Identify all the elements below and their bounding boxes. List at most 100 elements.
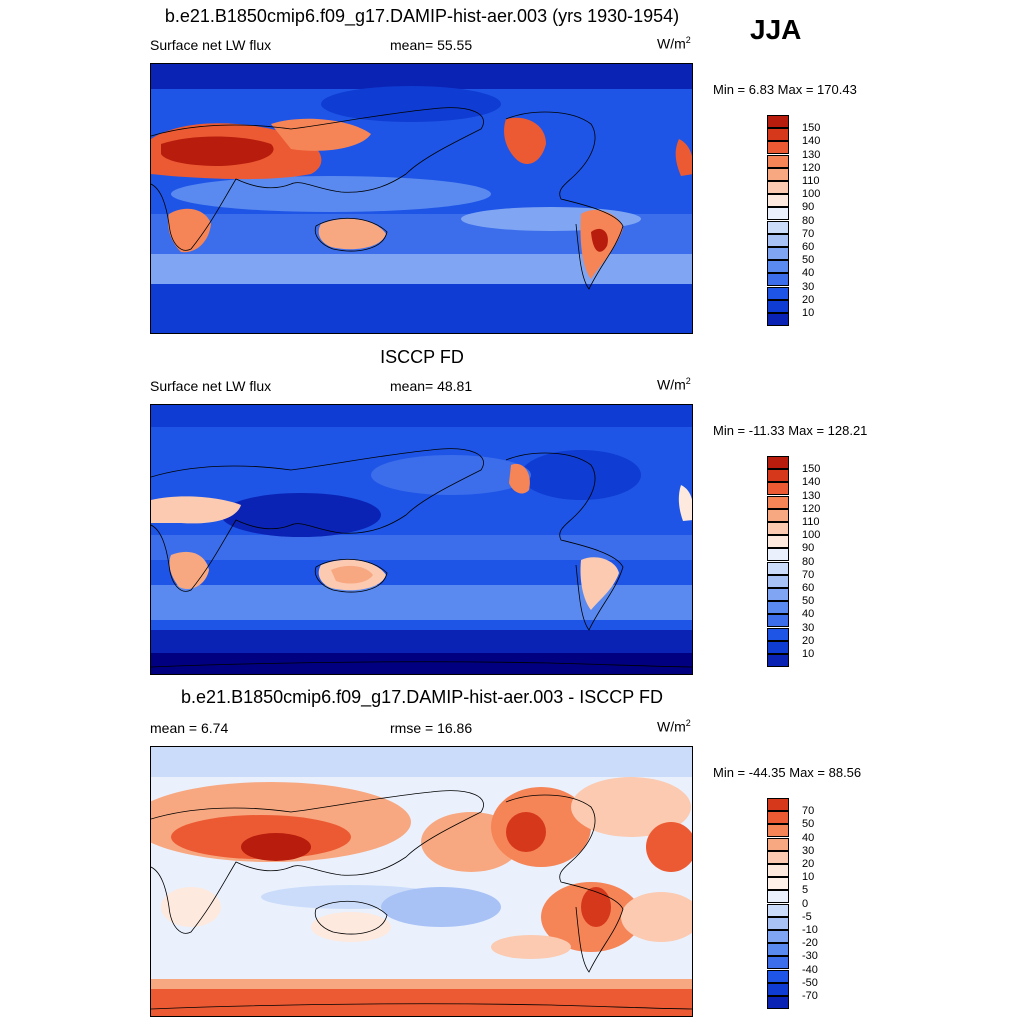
colorbar-swatch — [767, 574, 789, 588]
colorbar-swatch — [767, 956, 789, 970]
colorbar-label: 30 — [802, 844, 815, 857]
colorbar-label: 60 — [802, 582, 815, 594]
panel1-minmax: Min = 6.83 Max = 170.43 — [713, 82, 857, 97]
colorbar-swatch — [767, 535, 789, 549]
colorbar-label: 140 — [802, 135, 821, 148]
colorbar-label: 120 — [802, 161, 821, 174]
colorbar-swatch — [767, 508, 789, 522]
colorbar-label: 40 — [802, 267, 815, 280]
colorbar-swatch — [767, 996, 789, 1009]
colorbar-swatch — [767, 890, 789, 904]
colorbar-label: 80 — [802, 214, 815, 227]
colorbar-swatch — [767, 877, 789, 891]
colorbar-label: -5 — [802, 910, 812, 923]
colorbar-label: 100 — [802, 188, 821, 201]
colorbar-swatch — [767, 930, 789, 943]
colorbar-label: 10 — [802, 871, 815, 884]
colorbar-label: 90 — [802, 201, 815, 214]
panel3-mean-label: mean = 6.74 — [150, 720, 229, 736]
colorbar-label: 110 — [802, 175, 820, 187]
panel1-variable-label: Surface net LW flux — [150, 37, 272, 53]
colorbar-label: 150 — [802, 122, 821, 135]
colorbar-swatch — [767, 614, 789, 628]
colorbar-swatch — [767, 654, 789, 667]
colorbar-swatch — [767, 982, 789, 996]
colorbar-label: 140 — [802, 476, 821, 489]
panel1-title: b.e21.B1850cmip6.f09_g17.DAMIP-hist-aer.… — [164, 6, 680, 26]
colorbar-label: 70 — [802, 568, 815, 581]
colorbar-swatch — [767, 561, 789, 575]
panel3-map — [150, 746, 693, 1017]
colorbar-label: 130 — [802, 148, 821, 161]
colorbar-label: -50 — [802, 976, 818, 989]
colorbar-label: 60 — [802, 241, 815, 253]
colorbar-label: -70 — [802, 990, 818, 1002]
colorbar-swatch — [767, 115, 789, 128]
panel1-units: W/m2 — [657, 35, 691, 52]
colorbar-swatch — [767, 220, 789, 234]
colorbar-swatch — [767, 273, 789, 287]
panel3-minmax: Min = -44.35 Max = 88.56 — [713, 765, 862, 780]
colorbar-label: 70 — [802, 227, 815, 240]
colorbar-swatch — [767, 128, 789, 142]
colorbar-label: 90 — [802, 542, 815, 555]
colorbar-swatch — [767, 167, 789, 181]
colorbar-label: 30 — [802, 621, 815, 634]
colorbar-label: 40 — [802, 831, 815, 844]
colorbar-swatch — [767, 141, 789, 155]
colorbar-label: 30 — [802, 280, 815, 293]
colorbar-label: 130 — [802, 489, 821, 502]
panel3-title: b.e21.B1850cmip6.f09_g17.DAMIP-hist-aer.… — [181, 687, 663, 707]
colorbar-label: -30 — [802, 950, 818, 963]
colorbar-swatch — [767, 824, 789, 838]
colorbar-swatch — [767, 916, 789, 930]
colorbar-swatch — [767, 627, 789, 641]
colorbar-label: -40 — [802, 963, 818, 976]
panel2-variable-label: Surface net LW flux — [150, 378, 272, 394]
colorbar-label: 70 — [802, 805, 815, 818]
colorbar-swatch — [767, 811, 789, 825]
panel3-units: W/m2 — [657, 718, 691, 735]
colorbar-swatch — [767, 864, 789, 877]
colorbar-label: 110 — [802, 516, 820, 528]
colorbar-swatch — [767, 943, 789, 957]
colorbar-label: 40 — [802, 608, 815, 621]
colorbar-swatch — [767, 482, 789, 496]
colorbar-swatch — [767, 903, 789, 917]
colorbar-label: 80 — [802, 555, 815, 568]
colorbar-swatch — [767, 194, 789, 208]
colorbar-label: 50 — [802, 818, 815, 831]
colorbar-swatch — [767, 850, 789, 864]
colorbar-swatch — [767, 207, 789, 221]
colorbar-label: 5 — [802, 884, 809, 897]
panel3-rmse-label: rmse = 16.86 — [390, 720, 473, 736]
colorbar-label: 20 — [802, 858, 815, 870]
colorbar-label: -20 — [802, 937, 818, 950]
panel2-units: W/m2 — [657, 376, 691, 393]
colorbar-swatch — [767, 260, 789, 274]
colorbar-swatch — [767, 247, 789, 260]
colorbar-label: 0 — [802, 897, 809, 910]
panel1-mean-label: mean= 55.55 — [390, 37, 473, 53]
colorbar-label: 10 — [802, 648, 815, 660]
colorbar-swatch — [767, 837, 789, 851]
colorbar-swatch — [767, 601, 789, 615]
colorbar-swatch — [767, 286, 789, 300]
colorbar-swatch — [767, 313, 789, 326]
panel2-map — [150, 404, 693, 675]
panel2-minmax: Min = -11.33 Max = 128.21 — [713, 423, 868, 438]
colorbar-label: 100 — [802, 529, 821, 542]
panel1-map — [150, 63, 693, 334]
colorbar-swatch — [767, 640, 789, 654]
colorbar-swatch — [767, 548, 789, 562]
colorbar-swatch — [767, 299, 789, 313]
colorbar-swatch — [767, 798, 789, 811]
colorbar-label: 50 — [802, 595, 815, 608]
colorbar-swatch — [767, 233, 789, 247]
colorbar-label: 20 — [802, 634, 815, 647]
colorbar-label: -10 — [802, 924, 818, 936]
season-label: JJA — [750, 14, 802, 45]
panel2-mean-label: mean= 48.81 — [390, 378, 473, 394]
colorbar-swatch — [767, 456, 789, 469]
colorbar-swatch — [767, 469, 789, 483]
